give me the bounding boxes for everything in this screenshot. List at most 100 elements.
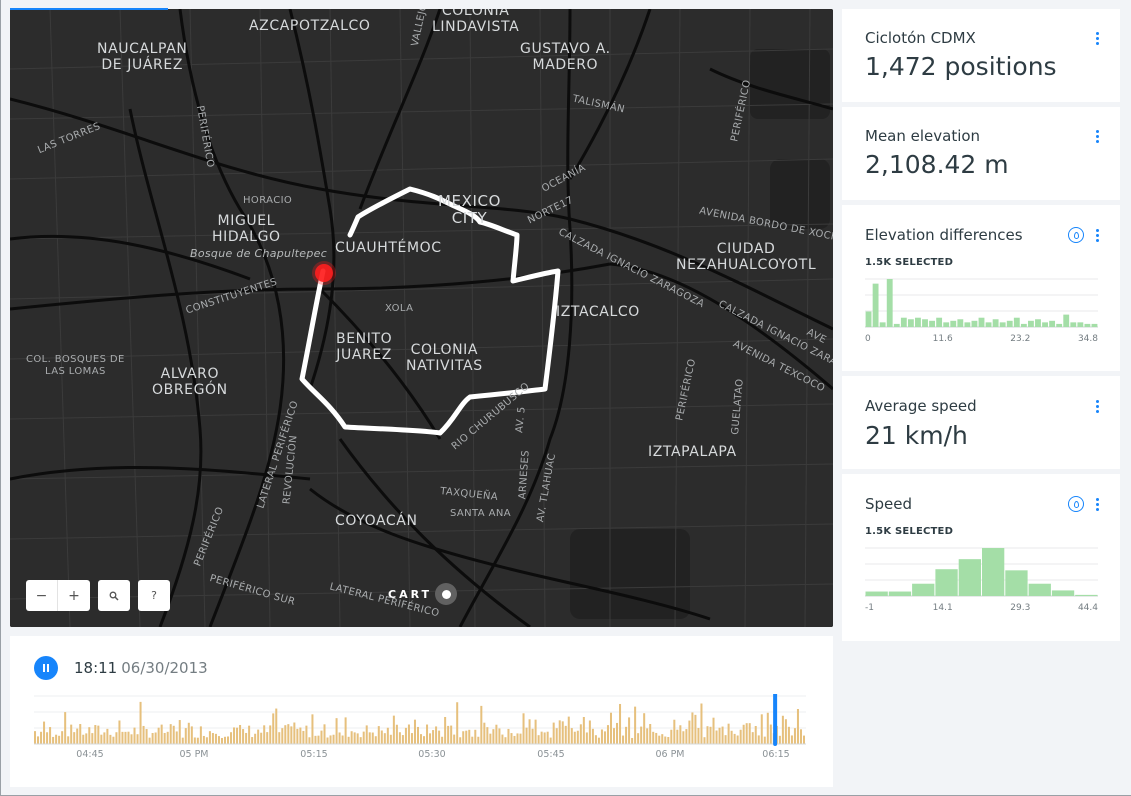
histogram-bar[interactable] bbox=[950, 320, 957, 327]
timeline-bar bbox=[136, 734, 139, 744]
timeline-bar bbox=[790, 735, 793, 744]
pause-button[interactable] bbox=[34, 656, 58, 680]
histogram-bar[interactable] bbox=[1075, 594, 1098, 596]
histogram-bar[interactable] bbox=[888, 591, 912, 596]
histogram-bar[interactable] bbox=[1077, 322, 1084, 327]
help-button[interactable]: ? bbox=[138, 580, 170, 611]
histogram-bar[interactable] bbox=[1063, 314, 1070, 327]
timeline-bar bbox=[106, 728, 109, 744]
timeline-bar bbox=[576, 730, 579, 744]
histogram-bar[interactable] bbox=[915, 317, 921, 327]
map-label-horacio: HORACIO bbox=[243, 195, 293, 206]
histogram-bar[interactable] bbox=[943, 322, 950, 327]
timeline-bar bbox=[754, 725, 757, 744]
histogram-bar[interactable] bbox=[1006, 320, 1013, 327]
histogram-bar[interactable] bbox=[999, 322, 1006, 327]
x-tick-label: 14.1 bbox=[933, 603, 953, 613]
timeline-bar bbox=[730, 730, 733, 744]
histogram-bar[interactable] bbox=[886, 279, 893, 327]
histogram-bar[interactable] bbox=[985, 322, 992, 327]
timeline-bar bbox=[453, 734, 456, 744]
histogram-bar[interactable] bbox=[900, 317, 907, 327]
timeline-bar bbox=[362, 731, 365, 744]
histogram-bar[interactable] bbox=[1020, 323, 1027, 327]
map[interactable]: AZCAPOTZALCO COLONIA LINDAVISTA GUSTAVO … bbox=[10, 9, 833, 627]
histogram-bar[interactable] bbox=[1091, 323, 1098, 327]
timeline-bar bbox=[40, 731, 43, 744]
histogram-bar[interactable] bbox=[1049, 320, 1056, 327]
timeline-bar bbox=[640, 726, 643, 744]
timeline-bar bbox=[703, 737, 706, 744]
timeline-bar bbox=[311, 714, 314, 744]
color-by-icon[interactable] bbox=[1068, 227, 1084, 243]
histogram-bar[interactable] bbox=[1070, 322, 1077, 327]
timeline-bar bbox=[685, 729, 688, 744]
timeline-bar bbox=[697, 727, 700, 744]
histogram-bar[interactable] bbox=[978, 317, 985, 327]
more-options-icon[interactable] bbox=[1092, 399, 1102, 415]
widget-average-speed: Average speed 21 km/h bbox=[842, 376, 1120, 469]
widget-title: Ciclotón CDMX bbox=[865, 29, 976, 47]
map-label-cuauhtemoc: CUAUHTÉMOC bbox=[335, 240, 442, 256]
timeline-cursor[interactable] bbox=[773, 694, 778, 746]
widget-value: 1,472 positions bbox=[865, 52, 1057, 81]
more-options-icon[interactable] bbox=[1092, 31, 1102, 47]
more-options-icon[interactable] bbox=[1092, 129, 1102, 145]
histogram-bar[interactable] bbox=[929, 320, 936, 327]
histogram-bar[interactable] bbox=[922, 319, 928, 327]
histogram-bar[interactable] bbox=[879, 322, 886, 327]
timeline-histogram[interactable]: 04:45 05 PM 05:15 05:30 05:45 06 PM 06:15 bbox=[34, 694, 806, 766]
x-tick-label: 11.6 bbox=[933, 334, 953, 344]
speed-histogram[interactable]: -1 14.1 29.3 44.4 bbox=[865, 544, 1098, 614]
timeline-bar bbox=[43, 721, 46, 744]
color-by-icon[interactable] bbox=[1068, 496, 1084, 512]
histogram-bar[interactable] bbox=[865, 311, 872, 327]
map-label-iztapalapa: IZTAPALAPA bbox=[648, 444, 737, 460]
histogram-bar[interactable] bbox=[1042, 322, 1048, 327]
timeline-bar bbox=[679, 725, 682, 744]
timeline-bar bbox=[655, 732, 658, 744]
histogram-bar[interactable] bbox=[1084, 323, 1091, 327]
histogram-bar[interactable] bbox=[1027, 320, 1034, 327]
histogram-bar[interactable] bbox=[1056, 323, 1063, 327]
histogram-bar[interactable] bbox=[1013, 317, 1020, 327]
timeline-bar bbox=[600, 729, 603, 744]
histogram-bar[interactable] bbox=[1051, 590, 1075, 596]
histogram-bar[interactable] bbox=[907, 319, 914, 327]
timeline-widget: 18:11 06/30/2013 04:45 05 PM 05:15 05:30 05:4… bbox=[10, 636, 833, 787]
timeline-bar bbox=[314, 735, 317, 744]
timeline-bar bbox=[257, 729, 260, 744]
zoom-out-button[interactable]: − bbox=[26, 580, 58, 611]
histogram-bar[interactable] bbox=[1005, 570, 1028, 596]
map-label-xola: XOLA bbox=[385, 303, 414, 314]
histogram-bar[interactable] bbox=[982, 548, 1005, 596]
histogram-bar[interactable] bbox=[957, 319, 964, 327]
more-options-icon[interactable] bbox=[1092, 497, 1102, 513]
more-options-icon[interactable] bbox=[1092, 228, 1102, 244]
histogram-bar[interactable] bbox=[872, 283, 879, 327]
carto-logo[interactable]: CART bbox=[388, 583, 458, 605]
histogram-bar[interactable] bbox=[964, 322, 971, 327]
timeline-bar bbox=[579, 724, 582, 744]
timeline-bar bbox=[73, 732, 76, 744]
histogram-bar[interactable] bbox=[935, 569, 958, 596]
histogram-bar[interactable] bbox=[936, 317, 943, 327]
widget-value: 2,108.42 m bbox=[865, 150, 1009, 179]
search-button[interactable] bbox=[98, 580, 130, 611]
timeline-bar bbox=[637, 733, 640, 744]
histogram-bar[interactable] bbox=[971, 320, 978, 327]
histogram-bar[interactable] bbox=[958, 559, 981, 596]
histogram-bar[interactable] bbox=[893, 323, 900, 327]
histogram-bar[interactable] bbox=[1028, 583, 1051, 596]
timeline-bar bbox=[465, 730, 468, 744]
timeline-bar bbox=[486, 727, 489, 744]
histogram-bar[interactable] bbox=[992, 319, 999, 327]
histogram-bar[interactable] bbox=[865, 591, 888, 596]
timeline-bar bbox=[480, 705, 483, 744]
zoom-in-button[interactable]: + bbox=[68, 587, 80, 604]
timeline-tick-label: 04:45 bbox=[76, 749, 103, 760]
histogram-bar[interactable] bbox=[912, 583, 935, 596]
histogram-bar[interactable] bbox=[1035, 319, 1041, 327]
timeline-bar bbox=[676, 729, 679, 744]
elevation-histogram[interactable]: 0 11.6 23.2 34.8 bbox=[865, 275, 1098, 345]
